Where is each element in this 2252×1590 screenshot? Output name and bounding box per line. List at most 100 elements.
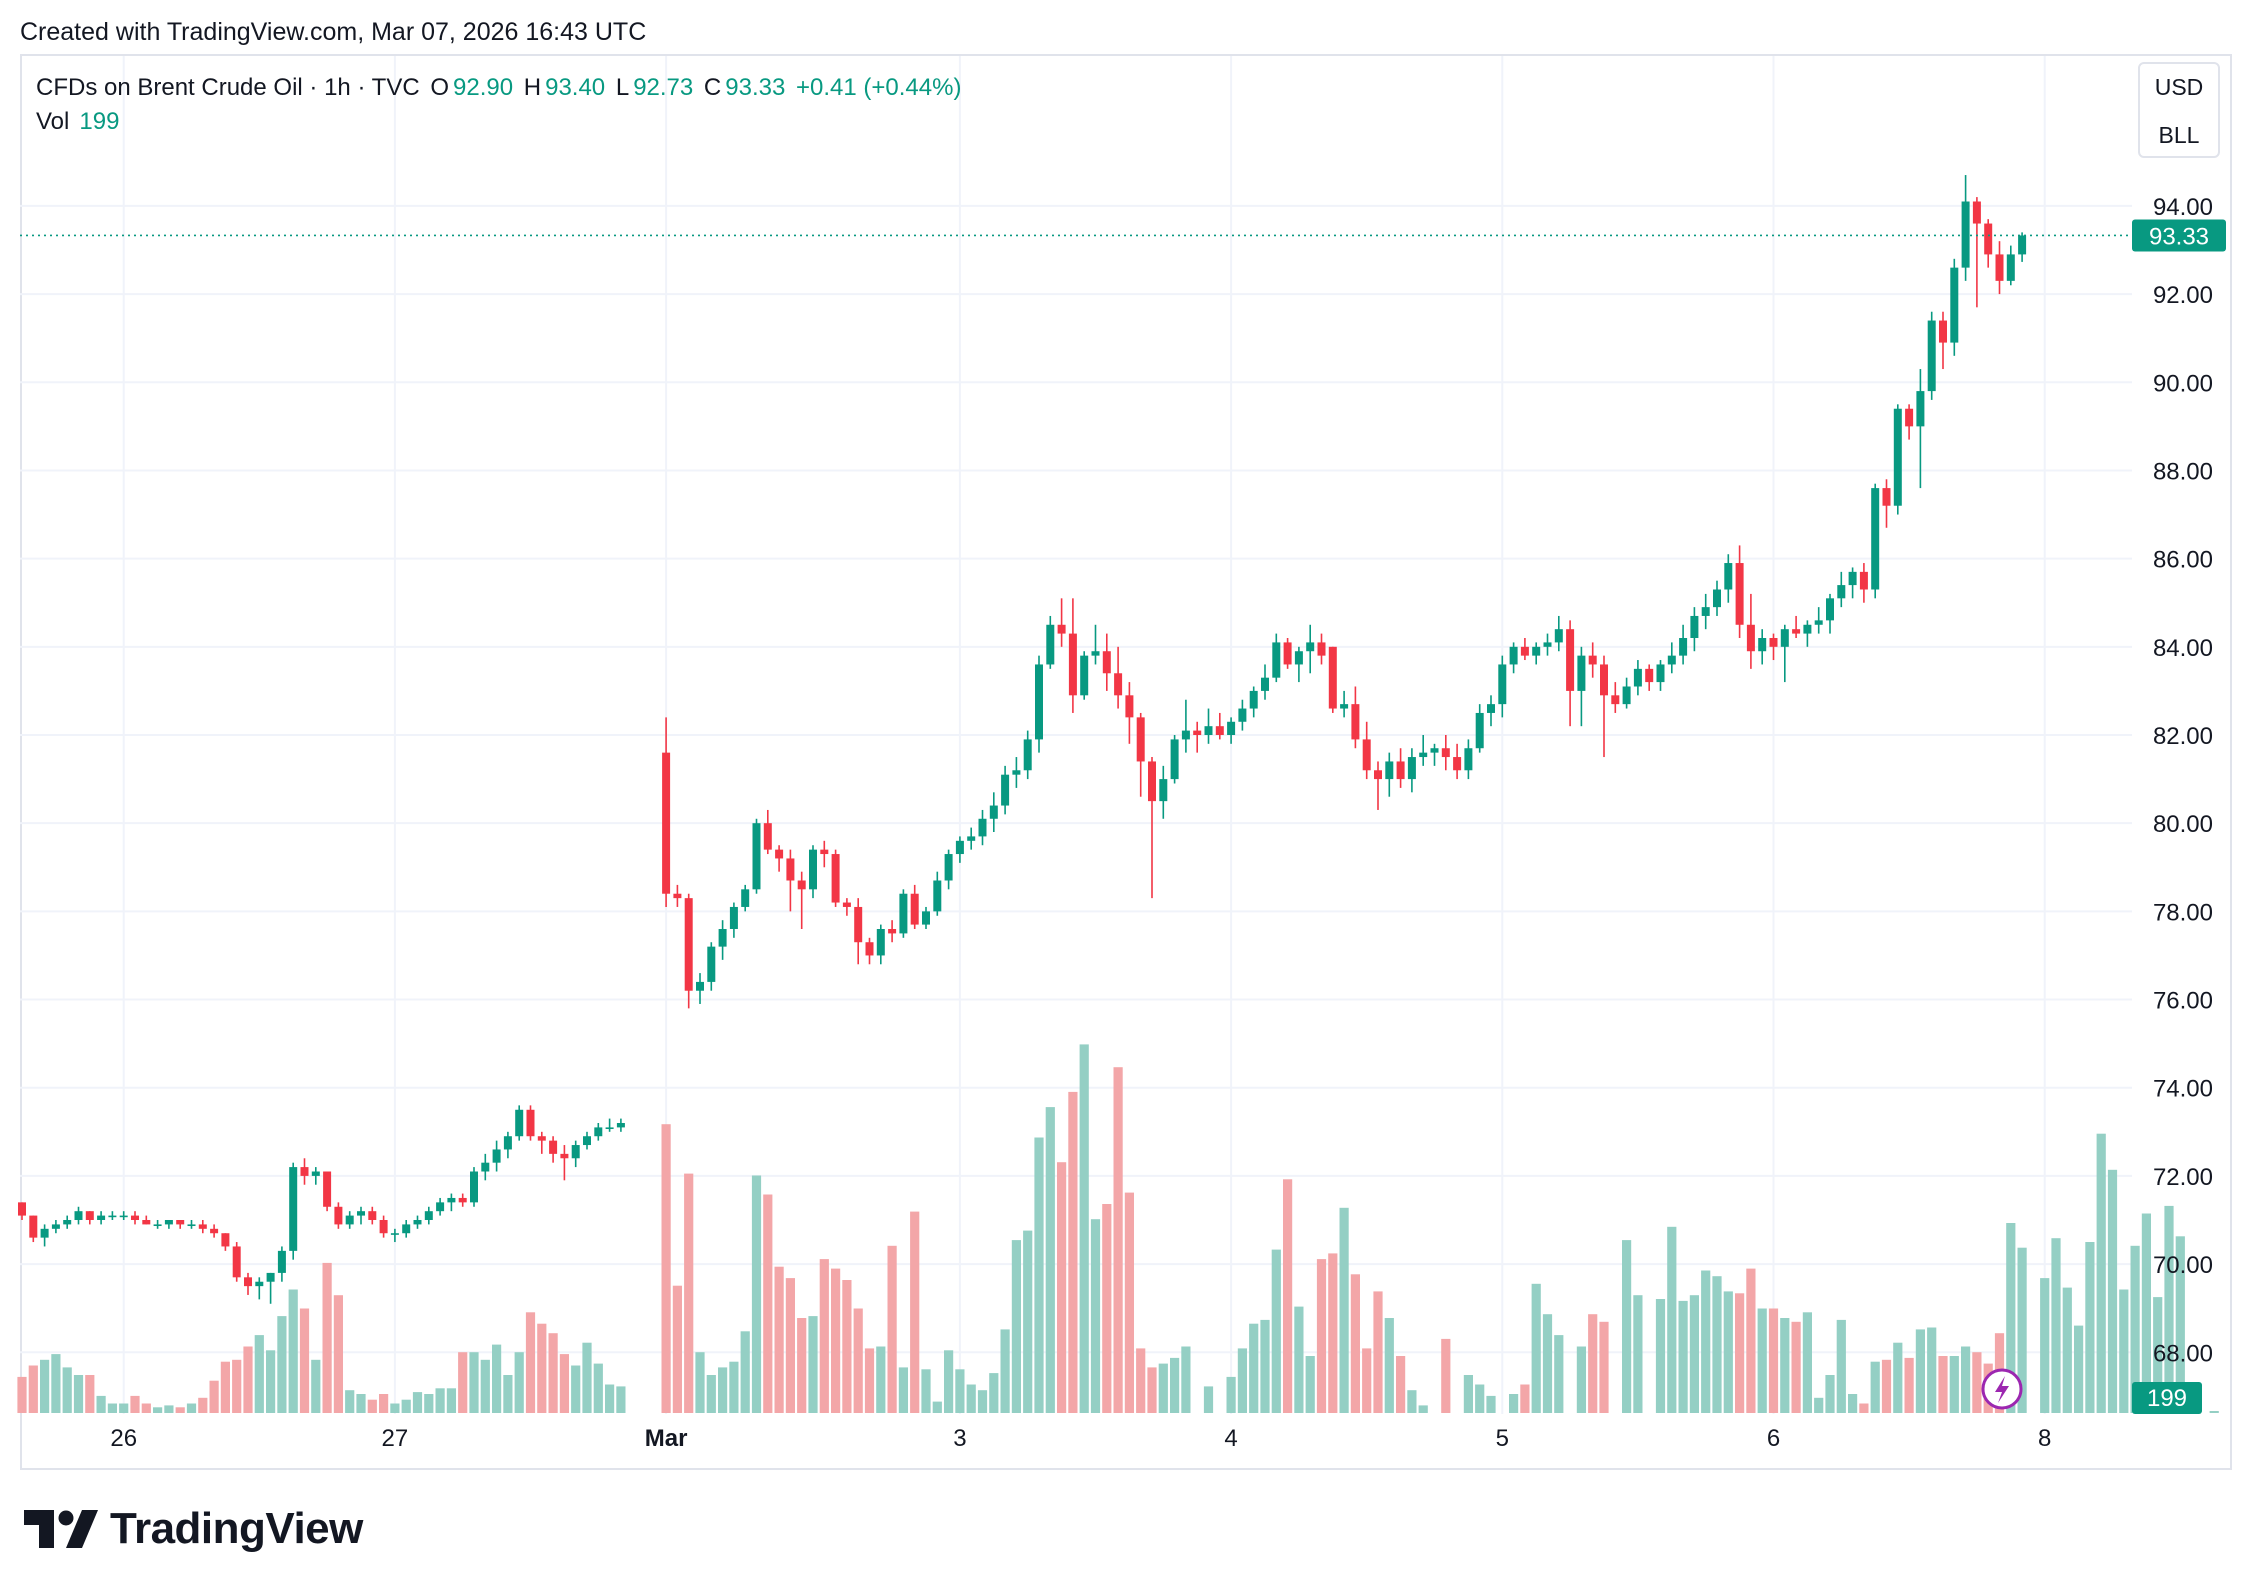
volume-bar: [232, 1359, 242, 1413]
volume-bar: [1859, 1403, 1869, 1413]
volume-bar: [1802, 1312, 1812, 1413]
close-value: 93.33: [725, 74, 786, 101]
volume-bar: [1531, 1283, 1541, 1413]
volume-bar: [616, 1386, 626, 1413]
volume-bar: [1000, 1329, 1010, 1413]
volume-bar: [853, 1308, 863, 1413]
volume-bar: [1090, 1219, 1101, 1413]
price-tick-label: 72.00: [2153, 1164, 2213, 1191]
candle-body: [1690, 615, 1699, 638]
candle-body: [1114, 673, 1123, 696]
volume-bar: [17, 1376, 27, 1413]
volume-bar: [1124, 1192, 1134, 1413]
candle-body: [390, 1233, 399, 1235]
candle-body: [1068, 633, 1077, 696]
candle-body: [515, 1109, 524, 1137]
candle-body: [289, 1167, 298, 1251]
candle-body: [1498, 664, 1507, 705]
candle-body: [967, 836, 976, 841]
volume-bar: [2164, 1205, 2174, 1413]
candle-body: [809, 849, 817, 890]
time-tick-label: 5: [1496, 1425, 1509, 1452]
tradingview-logo[interactable]: TradingView: [24, 1504, 363, 1554]
volume-bar: [141, 1403, 151, 1413]
time-tick-label: Mar: [645, 1425, 688, 1452]
volume-bar: [1260, 1319, 1270, 1413]
candle-body: [74, 1211, 83, 1220]
candle-body: [1046, 624, 1055, 665]
volume-bar: [661, 1124, 671, 1413]
candle-body: [1272, 642, 1281, 678]
lightning-icon[interactable]: [1981, 1368, 2023, 1410]
volume-bar: [2006, 1223, 2016, 1413]
volume-bar: [1814, 1397, 1824, 1413]
candle-body: [1215, 726, 1224, 735]
candle-body: [131, 1215, 139, 1220]
volume-bar: [1316, 1259, 1327, 1413]
unit-label: BLL: [2158, 122, 2200, 148]
volume-bar: [763, 1194, 773, 1413]
candle-body: [922, 911, 930, 925]
high-value: 93.40: [545, 74, 606, 101]
volume-bar: [175, 1407, 185, 1413]
volume-bar: [582, 1342, 592, 1413]
candle-body: [176, 1220, 185, 1225]
volume-bar: [1780, 1318, 1790, 1413]
tradingview-logo-icon: [24, 1510, 98, 1548]
candle-body: [1181, 730, 1190, 740]
volume-bar: [944, 1350, 954, 1413]
volume-bar: [1396, 1356, 1406, 1413]
price-tick-label: 76.00: [2153, 988, 2213, 1015]
candle-body: [718, 929, 727, 947]
candle-body: [673, 893, 682, 899]
volume-bar: [209, 1380, 219, 1413]
volume-bar: [277, 1316, 287, 1413]
candle-body: [1419, 752, 1428, 758]
volume-bar: [379, 1394, 389, 1413]
candle-body: [1001, 774, 1010, 806]
candle-body: [797, 880, 806, 890]
candle-body: [402, 1224, 411, 1234]
volume-bar: [1237, 1348, 1247, 1413]
volume-bar: [1633, 1295, 1643, 1413]
high-label: H: [523, 74, 542, 101]
candle-body: [1758, 638, 1767, 652]
volume-bar: [1961, 1346, 1971, 1413]
price-tick-label: 88.00: [2153, 458, 2213, 485]
candle-body: [1814, 620, 1823, 625]
volume-bar: [1836, 1319, 1846, 1413]
candle-body: [1396, 761, 1405, 780]
candle-body: [232, 1246, 241, 1278]
volume-bar: [1463, 1375, 1473, 1413]
candle-body: [854, 906, 863, 943]
candle-body: [888, 929, 897, 934]
volume-bar: [51, 1354, 61, 1413]
volume-bar: [571, 1365, 581, 1413]
change-value: +0.41 (+0.44%): [796, 74, 962, 101]
candle-body: [357, 1211, 365, 1216]
candle-body: [1306, 642, 1315, 652]
candle-body: [1136, 717, 1145, 762]
volume-bar: [831, 1268, 841, 1413]
currency-unit-selector[interactable]: USD BLL: [2138, 62, 2220, 158]
volume-bar: [1045, 1107, 1055, 1413]
volume-bar: [266, 1350, 276, 1413]
volume-bar: [153, 1407, 163, 1413]
candle-body: [311, 1171, 320, 1176]
volume-bar: [740, 1331, 750, 1413]
created-note: Created with TradingView.com, Mar 07, 20…: [20, 18, 647, 46]
volume-bar: [333, 1295, 343, 1413]
candle-body: [2006, 254, 2015, 281]
volume-bar: [1283, 1179, 1293, 1413]
volume-bar: [1554, 1335, 1564, 1413]
candle-body: [1859, 571, 1868, 590]
time-tick-label: 3: [953, 1425, 966, 1452]
volume-bar: [1350, 1274, 1360, 1413]
price-tick-label: 78.00: [2153, 899, 2213, 926]
candle-body: [164, 1220, 173, 1225]
volume-bar: [480, 1359, 490, 1413]
volume-bar: [73, 1375, 84, 1413]
candle-body: [51, 1224, 60, 1229]
volume-bar: [412, 1392, 423, 1413]
